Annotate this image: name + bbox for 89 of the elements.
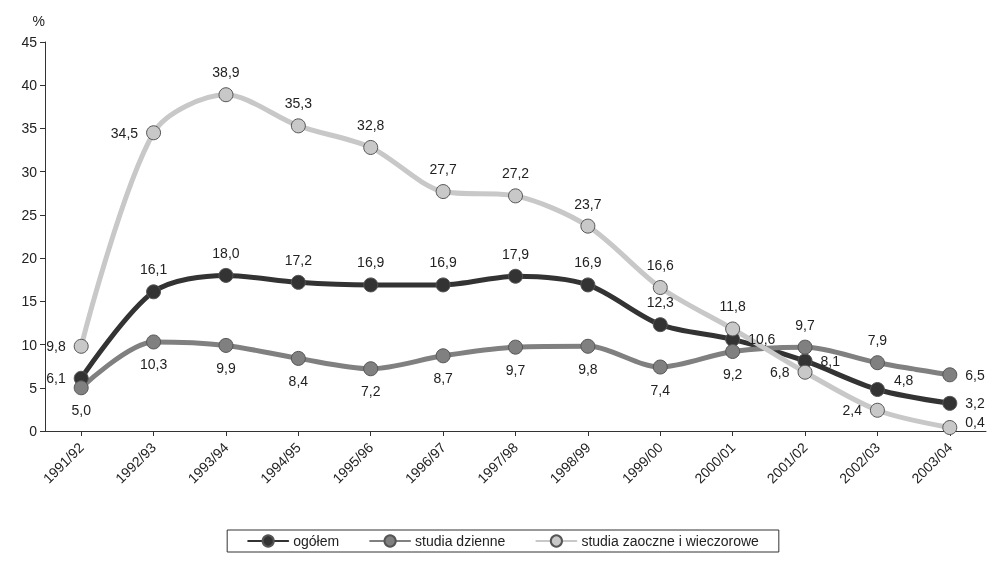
data-label: 10,3 bbox=[139, 356, 168, 373]
point bbox=[363, 361, 379, 377]
data-label: 10,6 bbox=[748, 331, 776, 348]
data-label: 34,5 bbox=[110, 124, 139, 141]
point bbox=[580, 277, 596, 293]
point bbox=[797, 339, 813, 355]
data-label: 12,3 bbox=[646, 294, 675, 311]
data-label: 23,7 bbox=[574, 195, 602, 212]
point bbox=[73, 380, 89, 396]
data-label: 9,8 bbox=[578, 360, 598, 377]
data-label: 35,3 bbox=[284, 95, 313, 112]
point bbox=[218, 337, 234, 353]
data-label: 9,2 bbox=[722, 365, 743, 382]
y-tick-label: 30 bbox=[21, 163, 38, 180]
point bbox=[363, 277, 379, 293]
point bbox=[290, 350, 306, 366]
point bbox=[508, 188, 523, 204]
data-label: 5,0 bbox=[71, 402, 92, 419]
data-label: 16,9 bbox=[574, 254, 602, 271]
y-tick-label: 15 bbox=[21, 293, 38, 310]
data-label: 6,1 bbox=[46, 370, 66, 387]
data-label: 0,4 bbox=[965, 413, 985, 430]
data-label: 32,8 bbox=[357, 116, 385, 133]
point bbox=[580, 338, 596, 354]
data-label: 27,7 bbox=[429, 161, 457, 178]
legend-label: studia zaoczne i wieczorowe bbox=[581, 533, 760, 549]
point bbox=[218, 267, 234, 283]
data-label: 16,9 bbox=[357, 254, 385, 271]
point bbox=[797, 364, 813, 380]
point bbox=[725, 343, 741, 359]
point bbox=[73, 338, 89, 354]
point bbox=[218, 87, 234, 103]
point bbox=[508, 268, 523, 284]
point bbox=[435, 348, 451, 364]
point bbox=[869, 355, 885, 371]
data-label: 7,4 bbox=[650, 381, 671, 398]
point bbox=[652, 317, 668, 333]
point bbox=[146, 334, 162, 350]
data-label: 17,9 bbox=[501, 245, 530, 262]
data-label: 27,2 bbox=[501, 165, 530, 182]
point bbox=[869, 382, 885, 397]
y-tick-label: 5 bbox=[29, 379, 38, 396]
point bbox=[942, 420, 958, 436]
data-label: 8,7 bbox=[433, 370, 454, 387]
data-label: 7,2 bbox=[361, 383, 381, 400]
point bbox=[290, 274, 306, 290]
y-tick-label: 35 bbox=[21, 120, 38, 137]
data-label: 18,0 bbox=[212, 244, 240, 261]
y-tick-label: 20 bbox=[21, 250, 38, 267]
point bbox=[942, 367, 958, 383]
point bbox=[146, 125, 162, 141]
y-tick-label: 0 bbox=[29, 423, 38, 439]
data-label: 8,4 bbox=[288, 372, 309, 389]
data-label: 6,5 bbox=[965, 366, 985, 383]
data-label: 38,9 bbox=[212, 64, 240, 81]
data-label: 11,8 bbox=[719, 298, 746, 315]
point bbox=[942, 395, 958, 411]
y-tick-label: 40 bbox=[21, 77, 38, 94]
point bbox=[508, 339, 523, 355]
data-label: 16,1 bbox=[139, 261, 168, 278]
point bbox=[580, 218, 596, 234]
point bbox=[363, 139, 379, 155]
data-label: 9,7 bbox=[505, 361, 526, 378]
point bbox=[869, 402, 885, 418]
data-label: 2,4 bbox=[842, 402, 863, 419]
point bbox=[435, 184, 451, 200]
data-label: 9,7 bbox=[795, 316, 815, 333]
point bbox=[435, 277, 451, 293]
y-tick-label: 25 bbox=[21, 206, 38, 223]
y-axis-title: % bbox=[32, 13, 45, 29]
data-label: 16,6 bbox=[646, 257, 675, 273]
point bbox=[725, 321, 741, 337]
legend-label: studia dzienne bbox=[415, 533, 506, 549]
data-label: 7,9 bbox=[867, 332, 888, 349]
data-label: 9,9 bbox=[216, 359, 236, 376]
point bbox=[652, 280, 668, 295]
data-label: 9,8 bbox=[46, 338, 66, 355]
point bbox=[146, 284, 162, 300]
point bbox=[290, 118, 306, 134]
data-label: 3,2 bbox=[965, 395, 985, 412]
y-tick-label: 45 bbox=[21, 34, 38, 50]
y-tick-label: 10 bbox=[21, 336, 38, 353]
data-label: 16,9 bbox=[429, 254, 457, 271]
data-label: 6,8 bbox=[770, 364, 790, 381]
data-label: 8,1 bbox=[820, 352, 841, 369]
data-label: 4,8 bbox=[893, 371, 914, 388]
data-label: 17,2 bbox=[284, 251, 313, 268]
point bbox=[652, 359, 668, 375]
legend-label: ogółem bbox=[293, 533, 340, 549]
